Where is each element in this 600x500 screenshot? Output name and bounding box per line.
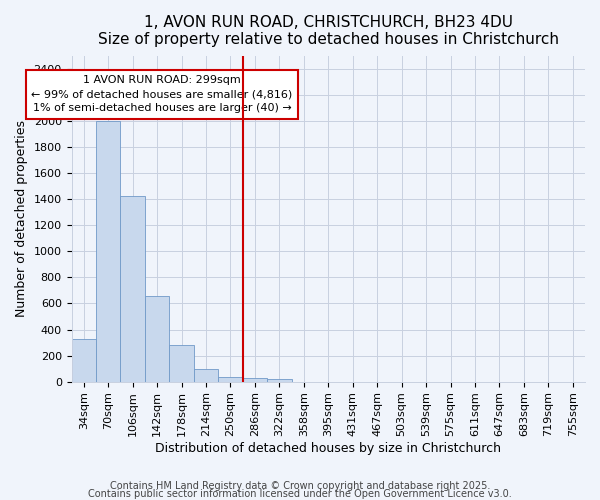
Y-axis label: Number of detached properties: Number of detached properties	[15, 120, 28, 317]
Bar	[267, 379, 292, 382]
Bar	[71, 340, 96, 382]
Title: 1, AVON RUN ROAD, CHRISTCHURCH, BH23 4DU
Size of property relative to detached h: 1, AVON RUN ROAD, CHRISTCHURCH, BH23 4DU…	[98, 15, 559, 48]
Bar	[169, 345, 194, 382]
Bar	[218, 376, 242, 382]
X-axis label: Distribution of detached houses by size in Christchurch: Distribution of detached houses by size …	[155, 442, 501, 455]
Bar	[96, 121, 121, 382]
Bar	[242, 378, 267, 382]
Bar	[121, 196, 145, 382]
Bar	[194, 368, 218, 382]
Text: Contains HM Land Registry data © Crown copyright and database right 2025.: Contains HM Land Registry data © Crown c…	[110, 481, 490, 491]
Text: 1 AVON RUN ROAD: 299sqm
← 99% of detached houses are smaller (4,816)
1% of semi-: 1 AVON RUN ROAD: 299sqm ← 99% of detache…	[31, 75, 293, 113]
Text: Contains public sector information licensed under the Open Government Licence v3: Contains public sector information licen…	[88, 489, 512, 499]
Bar	[145, 296, 169, 382]
